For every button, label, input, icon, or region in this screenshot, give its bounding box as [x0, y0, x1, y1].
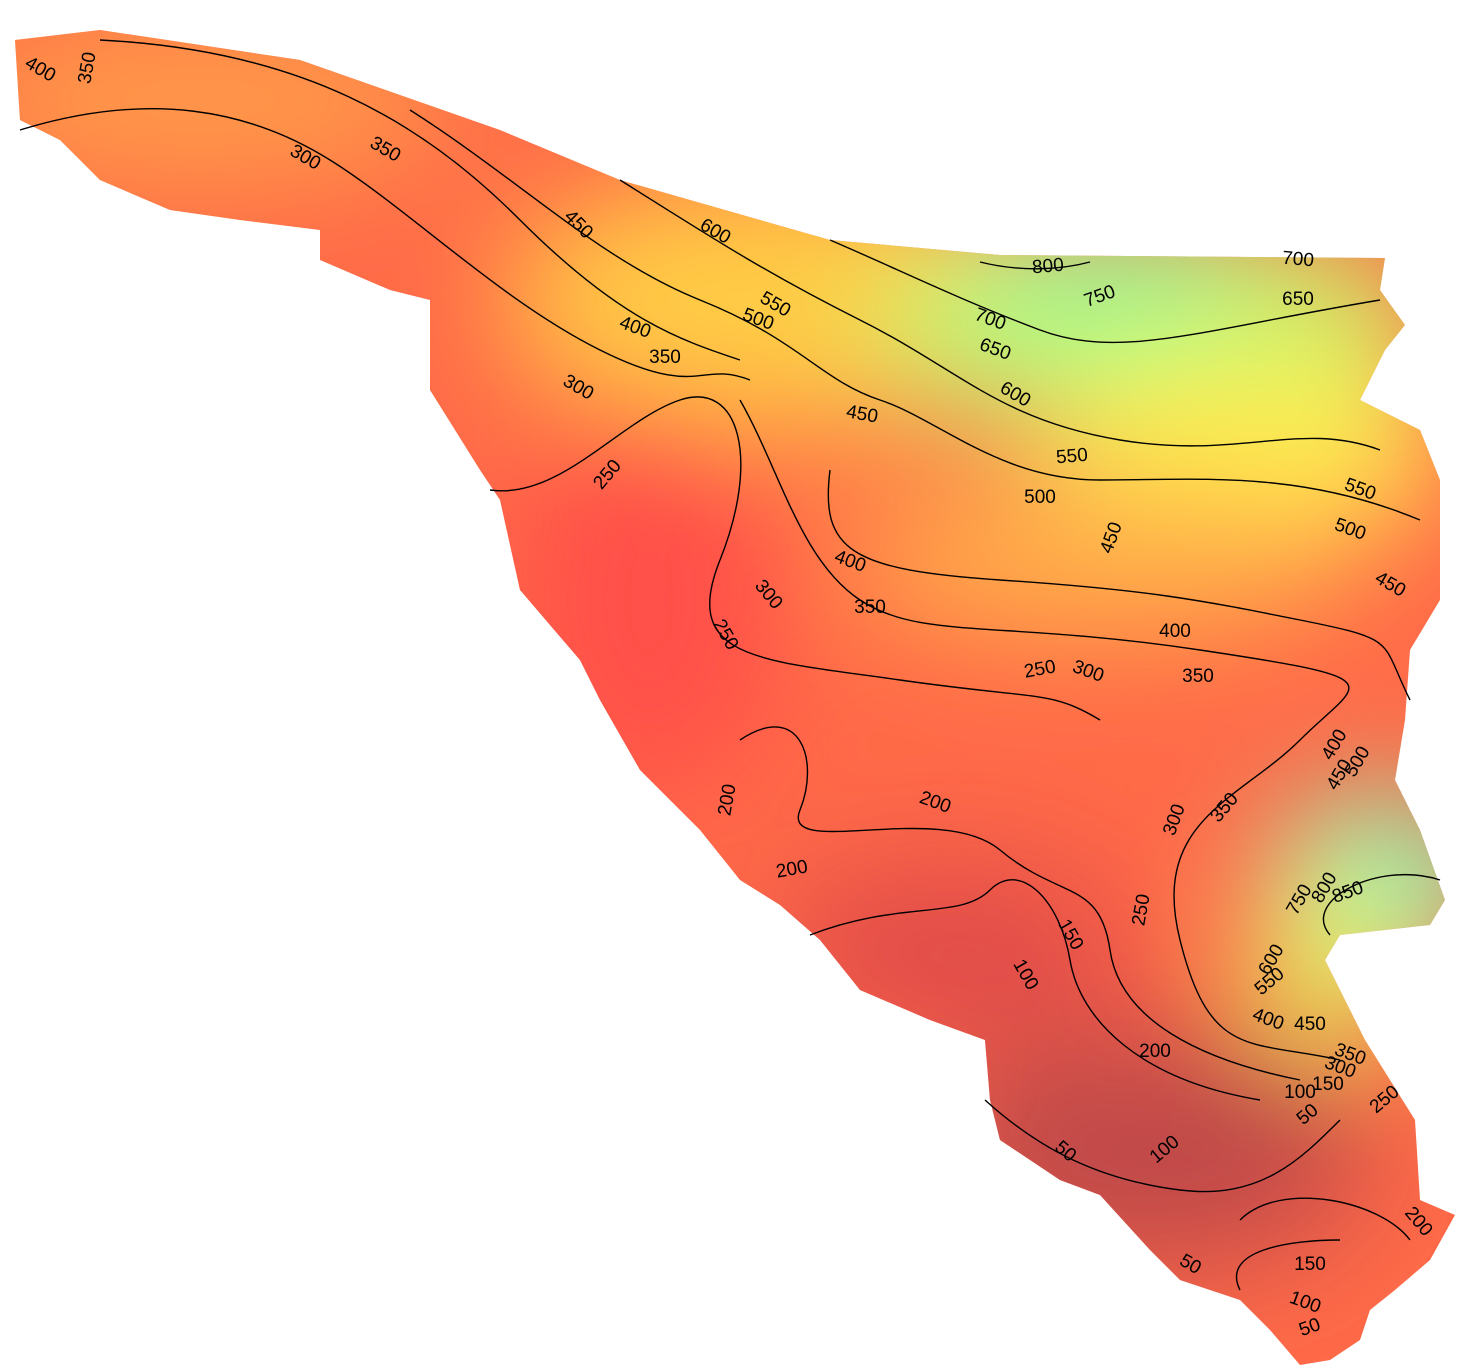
- contour-label: 150: [1312, 1074, 1344, 1095]
- contour-lines: [19, 39, 1441, 1291]
- contour-label: 350: [1182, 666, 1214, 687]
- contour-label: 100: [1284, 1082, 1316, 1103]
- contour-label: 350: [854, 597, 886, 618]
- contour-label: 350: [649, 347, 681, 368]
- contour-label: 200: [1139, 1041, 1171, 1062]
- contour-label: 150: [1294, 1254, 1326, 1275]
- contour-label: 400: [1159, 621, 1191, 642]
- contour-label: 700: [1281, 248, 1314, 272]
- contour-label: 650: [1282, 289, 1314, 310]
- contour-label: 450: [1294, 1014, 1326, 1035]
- contour-label: 500: [1024, 487, 1056, 508]
- contour-label: 550: [1055, 445, 1088, 469]
- contour-label: 800: [1031, 255, 1064, 279]
